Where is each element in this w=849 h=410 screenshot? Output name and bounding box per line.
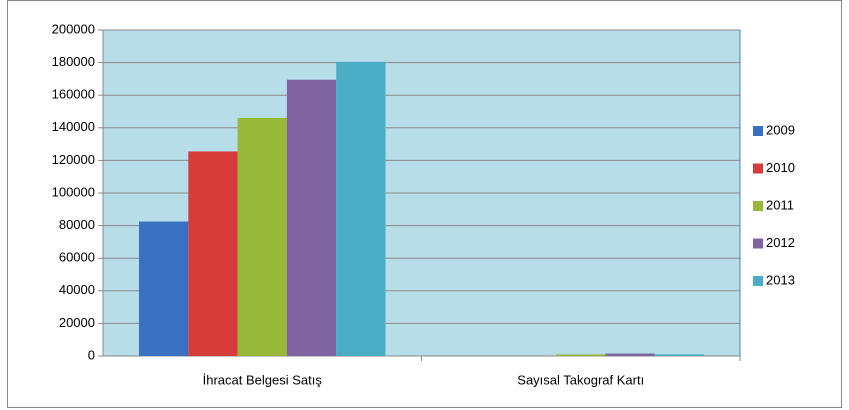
y-tick-label: 80000 — [59, 217, 95, 232]
bar — [336, 61, 386, 356]
bar — [654, 354, 704, 356]
y-tick-label: 60000 — [59, 250, 95, 265]
y-tick-label: 100000 — [52, 184, 95, 199]
legend-swatch — [753, 201, 763, 211]
y-tick-label: 20000 — [59, 315, 95, 330]
legend-label: 2013 — [766, 272, 795, 287]
y-tick-label: 40000 — [59, 282, 95, 297]
legend-swatch — [753, 276, 763, 286]
legend-label: 2012 — [766, 235, 795, 250]
y-tick-label: 160000 — [52, 87, 95, 102]
y-tick-label: 200000 — [52, 21, 95, 36]
y-tick-label: 140000 — [52, 119, 95, 134]
legend-label: 2010 — [766, 160, 795, 175]
legend-swatch — [753, 238, 763, 249]
legend-swatch — [753, 126, 763, 136]
bar — [139, 221, 189, 356]
bar — [237, 118, 287, 357]
legend-label: 2011 — [766, 197, 794, 212]
x-tick-label: Sayısal Takograf Kartı — [517, 372, 644, 387]
y-tick-label: 180000 — [52, 54, 95, 69]
bar — [556, 354, 606, 356]
bar — [286, 79, 337, 356]
bar — [188, 151, 238, 356]
y-tick-label: 120000 — [52, 152, 95, 167]
x-tick-label: İhracat Belgesi Satış — [203, 372, 323, 387]
y-tick-label: 0 — [88, 347, 95, 362]
legend-label: 2009 — [766, 122, 795, 137]
legend-swatch — [753, 163, 763, 174]
bar — [605, 353, 655, 356]
